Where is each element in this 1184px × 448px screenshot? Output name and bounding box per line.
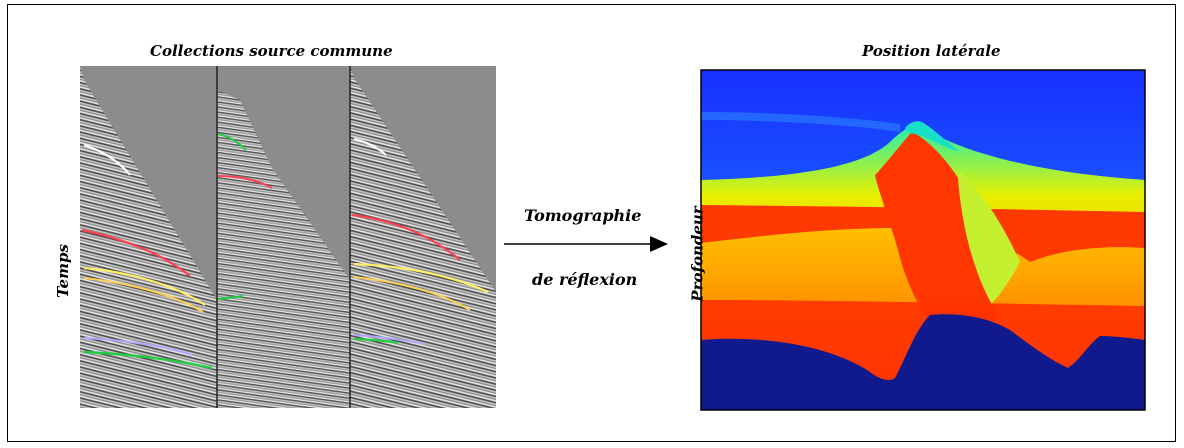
right-axis-label: Profondeur (688, 206, 707, 302)
pick-red (351, 213, 461, 261)
seismic-gathers (80, 66, 496, 408)
arrow-label-line1: Tomographie (524, 206, 642, 225)
shot-gather-2 (217, 66, 350, 408)
pick-green (83, 350, 213, 370)
model-border (700, 69, 1146, 411)
shot-gather-1 (80, 66, 217, 408)
pick-yellow-1 (353, 262, 489, 294)
pick-yellow-1 (83, 266, 206, 306)
pick-blue (83, 337, 193, 356)
pick-red (81, 228, 191, 277)
pick-white (83, 143, 131, 176)
pick-yellow-2 (353, 276, 471, 311)
left-axis-label: Temps (53, 244, 72, 298)
arrow-label-line2: de réflexion (532, 270, 638, 289)
layer-basement-blue (701, 314, 1145, 410)
pick-green (217, 294, 244, 301)
pick-green (353, 337, 399, 345)
intrusion-body (875, 132, 1000, 329)
transform-arrow (504, 236, 668, 252)
pick-green-shallow (217, 133, 247, 151)
crest-cap (905, 121, 960, 152)
shot-gather-3 (350, 66, 496, 408)
pick-blue (353, 334, 426, 345)
pick-white (353, 137, 387, 156)
pick-red (217, 175, 273, 189)
velocity-model (701, 70, 1145, 410)
right-panel-title: Position latérale (862, 42, 1001, 60)
left-panel-title: Collections source commune (150, 42, 393, 60)
pick-yellow-2 (83, 277, 204, 313)
